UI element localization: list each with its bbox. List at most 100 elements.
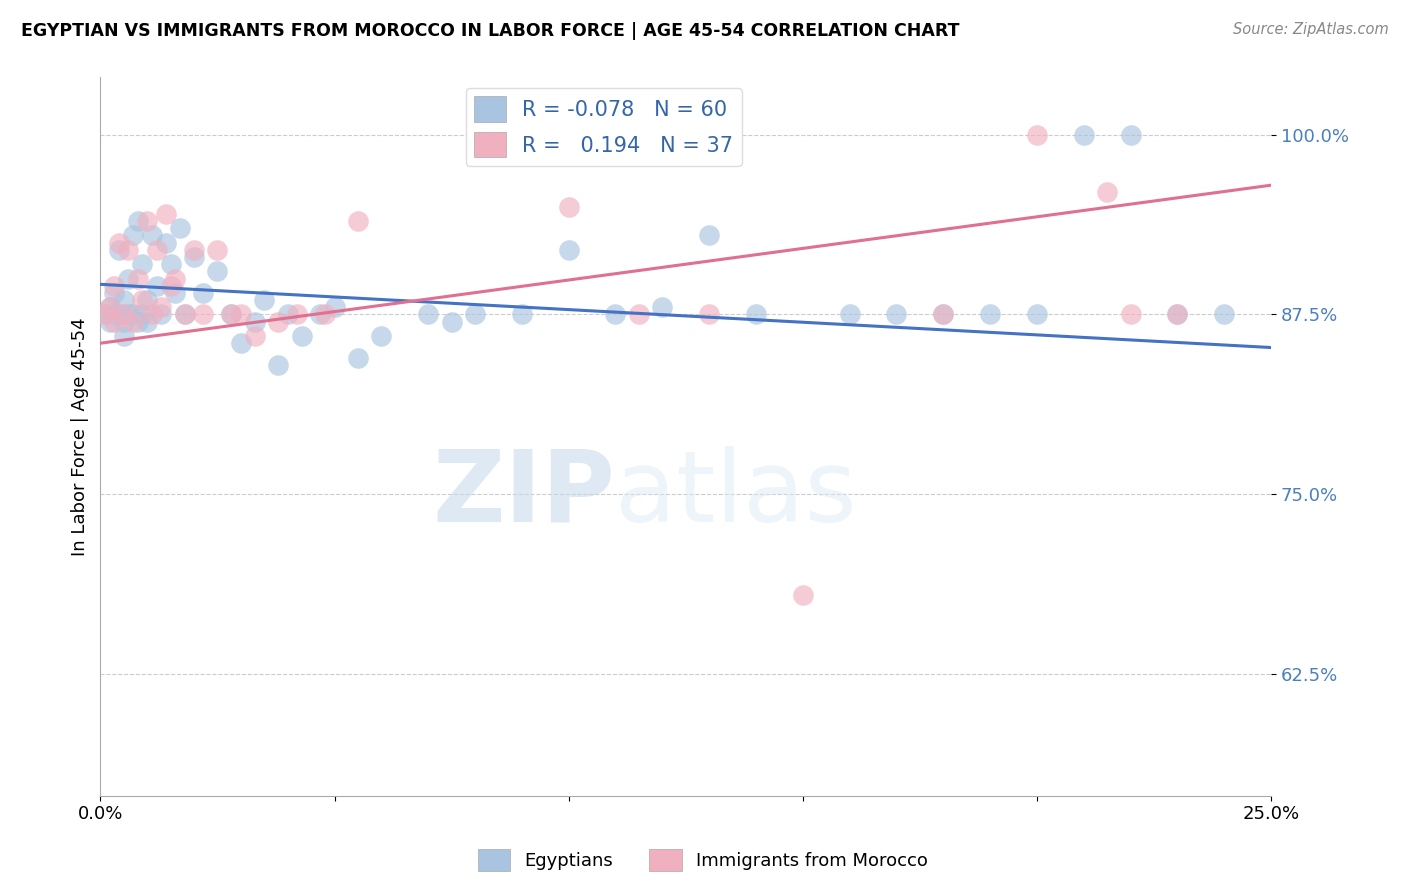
Point bbox=[1026, 308, 1049, 322]
Point bbox=[1166, 308, 1188, 322]
Point bbox=[1095, 186, 1118, 200]
Point bbox=[557, 200, 579, 214]
Point bbox=[136, 214, 159, 228]
Point bbox=[141, 228, 163, 243]
Point bbox=[1026, 128, 1049, 142]
Point bbox=[370, 329, 392, 343]
Point bbox=[122, 308, 145, 322]
Point bbox=[207, 264, 229, 278]
Point bbox=[229, 308, 252, 322]
Point bbox=[103, 315, 125, 329]
Point bbox=[193, 285, 215, 300]
Point bbox=[886, 308, 908, 322]
Y-axis label: In Labor Force | Age 45-54: In Labor Force | Age 45-54 bbox=[72, 318, 89, 556]
Point bbox=[103, 308, 125, 322]
Point bbox=[221, 308, 243, 322]
Point bbox=[145, 278, 167, 293]
Point bbox=[243, 315, 266, 329]
Point bbox=[131, 293, 153, 307]
Point bbox=[792, 588, 814, 602]
Point bbox=[1119, 128, 1142, 142]
Point bbox=[183, 243, 205, 257]
Point bbox=[347, 214, 370, 228]
Point bbox=[347, 351, 370, 365]
Point bbox=[127, 214, 149, 228]
Text: ZIP: ZIP bbox=[433, 446, 616, 542]
Point bbox=[173, 308, 195, 322]
Point bbox=[98, 315, 121, 329]
Point bbox=[108, 243, 131, 257]
Point bbox=[159, 257, 181, 271]
Text: EGYPTIAN VS IMMIGRANTS FROM MOROCCO IN LABOR FORCE | AGE 45-54 CORRELATION CHART: EGYPTIAN VS IMMIGRANTS FROM MOROCCO IN L… bbox=[21, 22, 959, 40]
Point bbox=[1166, 308, 1188, 322]
Point bbox=[510, 308, 533, 322]
Point bbox=[267, 315, 290, 329]
Point bbox=[103, 278, 125, 293]
Point bbox=[605, 308, 627, 322]
Point bbox=[108, 235, 131, 250]
Point bbox=[155, 207, 177, 221]
Point bbox=[440, 315, 463, 329]
Point bbox=[112, 293, 135, 307]
Point bbox=[1073, 128, 1095, 142]
Point bbox=[253, 293, 276, 307]
Point bbox=[155, 235, 177, 250]
Point bbox=[117, 308, 139, 322]
Point bbox=[243, 329, 266, 343]
Point bbox=[979, 308, 1001, 322]
Point bbox=[932, 308, 955, 322]
Point bbox=[165, 271, 187, 285]
Point bbox=[651, 301, 673, 315]
Point bbox=[323, 301, 346, 315]
Point bbox=[112, 329, 135, 343]
Point bbox=[141, 308, 163, 322]
Point bbox=[136, 315, 159, 329]
Point bbox=[838, 308, 860, 322]
Point bbox=[112, 315, 135, 329]
Point bbox=[627, 308, 650, 322]
Point bbox=[697, 308, 720, 322]
Point bbox=[165, 285, 187, 300]
Point bbox=[112, 308, 135, 322]
Point bbox=[277, 308, 299, 322]
Point bbox=[1119, 308, 1142, 322]
Legend: Egyptians, Immigrants from Morocco: Egyptians, Immigrants from Morocco bbox=[471, 842, 935, 879]
Point bbox=[183, 250, 205, 264]
Point bbox=[932, 308, 955, 322]
Point bbox=[122, 228, 145, 243]
Point bbox=[267, 358, 290, 372]
Point bbox=[98, 301, 121, 315]
Text: atlas: atlas bbox=[616, 446, 858, 542]
Point bbox=[131, 308, 153, 322]
Legend: R = -0.078   N = 60, R =   0.194   N = 37: R = -0.078 N = 60, R = 0.194 N = 37 bbox=[465, 87, 741, 166]
Point bbox=[464, 308, 486, 322]
Point bbox=[122, 315, 145, 329]
Point bbox=[150, 301, 173, 315]
Point bbox=[193, 308, 215, 322]
Point bbox=[557, 243, 579, 257]
Point bbox=[697, 228, 720, 243]
Point bbox=[229, 336, 252, 351]
Point bbox=[291, 329, 314, 343]
Point bbox=[1213, 308, 1236, 322]
Point bbox=[285, 308, 308, 322]
Point bbox=[127, 271, 149, 285]
Point bbox=[309, 308, 332, 322]
Point bbox=[169, 221, 191, 235]
Point bbox=[173, 308, 195, 322]
Point bbox=[94, 308, 117, 322]
Point bbox=[98, 301, 121, 315]
Point bbox=[136, 293, 159, 307]
Point bbox=[131, 257, 153, 271]
Point bbox=[207, 243, 229, 257]
Point bbox=[117, 243, 139, 257]
Point bbox=[117, 271, 139, 285]
Point bbox=[150, 308, 173, 322]
Point bbox=[221, 308, 243, 322]
Point bbox=[745, 308, 768, 322]
Text: Source: ZipAtlas.com: Source: ZipAtlas.com bbox=[1233, 22, 1389, 37]
Point bbox=[418, 308, 440, 322]
Point bbox=[108, 308, 131, 322]
Point bbox=[94, 308, 117, 322]
Point bbox=[145, 243, 167, 257]
